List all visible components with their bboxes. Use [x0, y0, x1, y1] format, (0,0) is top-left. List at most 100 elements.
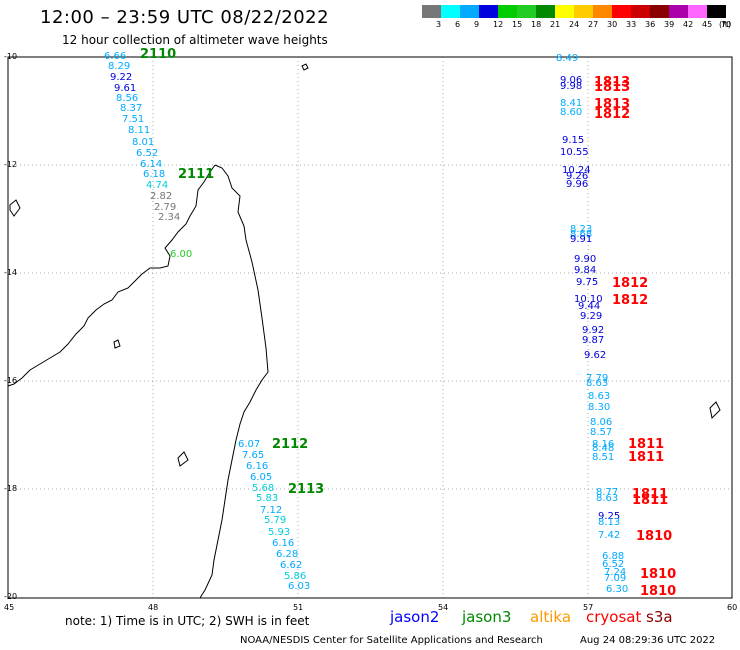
- footer-credit: NOAA/NESDIS Center for Satellite Applica…: [240, 635, 543, 646]
- lon-label: 60: [727, 603, 738, 612]
- scale-swatch: [650, 5, 669, 18]
- footer-timestamp: Aug 24 08:29:36 UTC 2022: [580, 635, 716, 646]
- swh-label: 9.44: [578, 301, 601, 312]
- swh-label: 8.41: [560, 98, 583, 109]
- scale-swatch: [574, 5, 593, 18]
- lat-label: -14: [4, 268, 18, 277]
- lat-label: -16: [4, 376, 18, 385]
- swh-label: 8.11: [128, 125, 151, 136]
- lat-label: -20: [4, 592, 18, 601]
- legend-jason2: jason2: [390, 608, 440, 626]
- swh-label: 5.93: [268, 527, 291, 538]
- track-hour-label: 1811: [632, 487, 669, 502]
- scale-label: 6: [455, 20, 461, 29]
- scale-swatch: [441, 5, 460, 18]
- track-hour-label: 1813: [594, 80, 631, 95]
- swh-label: 9.90: [574, 254, 597, 265]
- swh-label: 6.30: [606, 584, 629, 595]
- swh-label: 9.61: [114, 83, 137, 94]
- swh-label: 6.88: [602, 551, 625, 562]
- legend-s3a: s3a: [646, 608, 673, 626]
- scale-swatch: [612, 5, 631, 18]
- scale-label: 30: [607, 20, 618, 29]
- scale-label: 33: [626, 20, 637, 29]
- swh-label: 7.65: [242, 450, 265, 461]
- swh-label: 9.25: [598, 511, 621, 522]
- swh-label: 9.98: [560, 81, 583, 92]
- swh-label: 6.28: [276, 549, 299, 560]
- swh-label: 7.51: [122, 114, 145, 125]
- note-text: note: 1) Time is in UTC; 2) SWH is in fe…: [65, 614, 310, 628]
- page-subtitle: 12 hour collection of altimeter wave hei…: [62, 33, 328, 47]
- swh-label: 10.24: [562, 165, 591, 176]
- swh-label: 8.23: [570, 224, 593, 235]
- scale-label: 36: [645, 20, 656, 29]
- track-hour-label: 1810: [640, 584, 677, 599]
- lon-label: 51: [293, 603, 304, 612]
- island-mauritius: [709, 401, 721, 420]
- swh-label: 8.57: [590, 427, 613, 438]
- track-hour-label: 2112: [272, 437, 309, 452]
- scale-swatch: [517, 5, 536, 18]
- scale-swatch: [593, 5, 612, 18]
- track-hour-label: 1813: [594, 97, 631, 112]
- legend-cryosat: cryosat: [586, 608, 642, 626]
- island-west: [9, 199, 21, 217]
- scale-label: 9: [474, 20, 480, 29]
- swh-label: 8.29: [108, 61, 131, 72]
- lat-label: -10: [4, 52, 18, 61]
- scale-label: 42: [683, 20, 694, 29]
- swh-label: 9.84: [574, 265, 597, 276]
- swh-label: 6.18: [143, 169, 166, 180]
- swh-label: 8.63: [586, 378, 609, 389]
- swh-label: 7.42: [598, 530, 621, 541]
- scale-swatch: [555, 5, 574, 18]
- swh-label: 7.12: [260, 505, 283, 516]
- swh-label: 8.63: [588, 391, 611, 402]
- scale-swatch: [498, 5, 517, 18]
- swh-label: 8.48: [592, 443, 615, 454]
- track-hour-label: 1811: [628, 450, 665, 465]
- scale-label: 18: [531, 20, 542, 29]
- swh-label: 9.91: [570, 234, 593, 245]
- scale-swatch: [479, 5, 498, 18]
- swh-label: 9.92: [582, 325, 605, 336]
- legend-altika: altika: [530, 608, 572, 626]
- swh-label: 2.79: [154, 202, 177, 213]
- swh-label: 9.15: [562, 135, 585, 146]
- scale-label: 45: [702, 20, 713, 29]
- scale-swatch: [460, 5, 479, 18]
- scale-label: 39: [664, 20, 675, 29]
- swh-label: 8.13: [598, 517, 621, 528]
- swh-label: 8.49: [556, 53, 579, 64]
- swh-label: 6.52: [136, 148, 159, 159]
- track-hour-label: 2111: [178, 167, 215, 182]
- swh-label: 9.87: [582, 335, 605, 346]
- island-north-2: [177, 451, 189, 467]
- scale-label: 3: [436, 20, 442, 29]
- swh-label: 8.16: [592, 439, 615, 450]
- scale-swatch: [536, 5, 555, 18]
- swh-label: 6.66: [104, 51, 127, 62]
- swh-label: 9.26: [566, 171, 589, 182]
- swh-label: 6.07: [238, 439, 261, 450]
- swh-label: 6.52: [602, 559, 625, 570]
- swh-label: 4.74: [146, 180, 169, 191]
- swh-label: 8.37: [120, 103, 143, 114]
- swh-label: 8.60: [560, 107, 583, 118]
- scale-label: 21: [550, 20, 561, 29]
- swh-label: 5.79: [264, 515, 287, 526]
- scale-swatch: [707, 5, 726, 18]
- track-hour-label: 1811: [628, 437, 665, 452]
- scale-label: 15: [512, 20, 523, 29]
- track-hour-label: 1810: [640, 567, 677, 582]
- swh-label: 8.51: [592, 452, 615, 463]
- lon-label: 54: [438, 603, 449, 612]
- swh-label: 9.75: [576, 277, 599, 288]
- track-hour-label: 2113: [288, 482, 325, 497]
- swh-label: 7.09: [604, 573, 627, 584]
- scale-label: 24: [569, 20, 580, 29]
- swh-label: 6.16: [246, 461, 269, 472]
- swh-label: 9.06: [560, 75, 583, 86]
